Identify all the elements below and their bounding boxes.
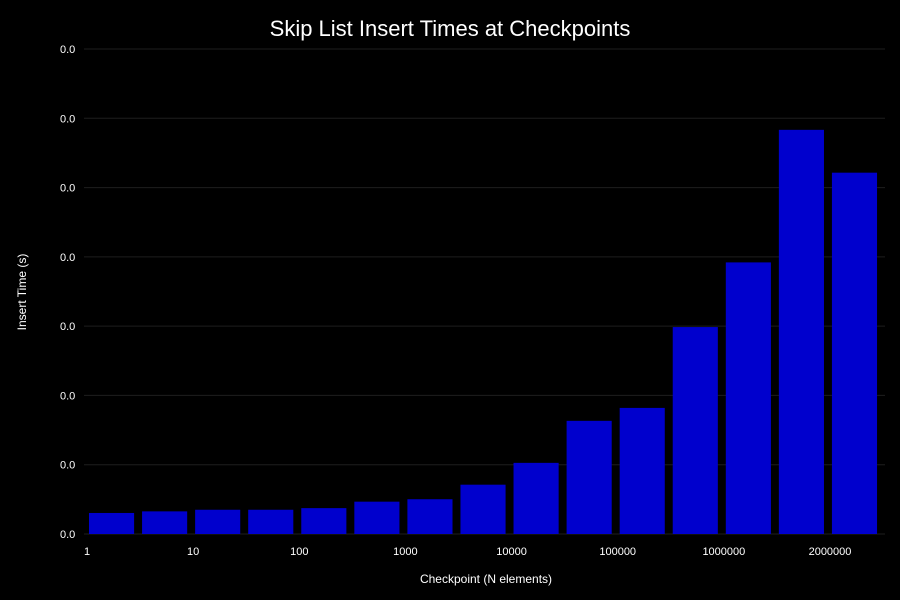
bar xyxy=(778,129,824,535)
y-tick-label: 0.0 xyxy=(60,252,75,264)
bar xyxy=(566,420,612,534)
bar xyxy=(142,511,188,534)
bars xyxy=(89,129,878,535)
y-tick-label: 0.0 xyxy=(60,321,75,333)
y-tick-label: 0.0 xyxy=(60,529,75,541)
x-axis-ticks: 1 10 100 1000 10000 100000 1000000 2000000 xyxy=(84,546,851,558)
x-tick-label: 1 xyxy=(84,546,90,558)
bar xyxy=(301,508,347,534)
bar xyxy=(195,509,241,534)
bar xyxy=(725,262,771,534)
bar xyxy=(354,501,400,534)
y-tick-label: 0.0 xyxy=(60,44,75,56)
bar xyxy=(831,172,878,535)
bar xyxy=(513,462,559,534)
bar xyxy=(407,499,453,534)
x-tick-label: 10 xyxy=(187,546,199,558)
x-tick-label: 1000 xyxy=(393,546,417,558)
y-tick-label: 0.0 xyxy=(60,390,75,402)
x-tick-label: 10000 xyxy=(496,546,527,558)
y-tick-label: 0.0 xyxy=(60,460,75,472)
x-tick-label: 100 xyxy=(290,546,308,558)
bar xyxy=(89,512,135,534)
bar xyxy=(619,407,665,534)
x-tick-label: 1000000 xyxy=(702,546,745,558)
x-tick-label: 100000 xyxy=(599,546,636,558)
chart-title: Skip List Insert Times at Checkpoints xyxy=(269,16,631,41)
x-axis-label: Checkpoint (N elements) xyxy=(420,572,552,586)
bar xyxy=(460,484,506,534)
bar xyxy=(672,327,718,534)
y-tick-label: 0.0 xyxy=(60,183,75,195)
y-tick-label: 0.0 xyxy=(60,113,75,125)
y-axis-ticks: 0.0 0.0 0.0 0.0 0.0 0.0 0.0 0.0 xyxy=(60,44,75,541)
bar xyxy=(248,509,294,534)
y-axis-label: Insert Time (s) xyxy=(15,254,29,331)
x-tick-label: 2000000 xyxy=(809,546,852,558)
